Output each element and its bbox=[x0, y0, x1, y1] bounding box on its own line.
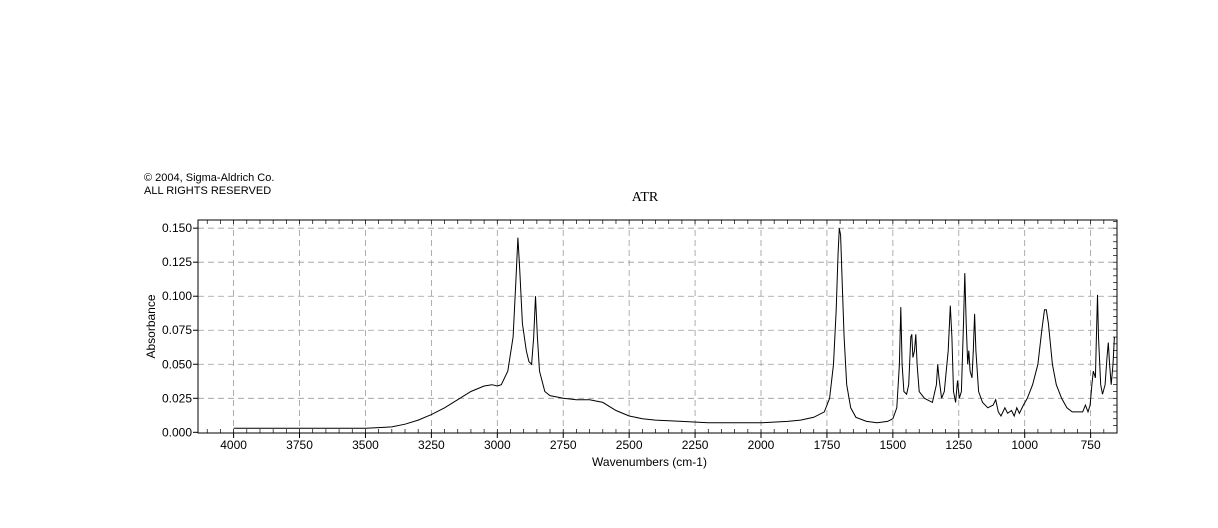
spectrum-line bbox=[233, 228, 1115, 429]
x-axis-label: Wavenumbers (cm-1) bbox=[592, 455, 707, 469]
minor-ticks bbox=[206, 220, 1117, 433]
copyright-notice: © 2004, Sigma-Aldrich Co. ALL RIGHTS RES… bbox=[144, 172, 274, 198]
y-tick-label: 0.025 bbox=[162, 391, 192, 405]
x-tick-label: 1000 bbox=[1011, 438, 1038, 452]
y-tick-label: 0.050 bbox=[162, 357, 192, 371]
y-tick-label: 0.150 bbox=[162, 221, 192, 235]
x-tick-label: 1250 bbox=[945, 438, 972, 452]
x-tick-label: 3000 bbox=[484, 438, 511, 452]
x-tick-label: 3500 bbox=[352, 438, 379, 452]
grid-layer bbox=[198, 220, 1117, 433]
x-axis: 4000 3750 3500 3250 3000 2750 2500 2250 2000 1750… bbox=[220, 433, 1101, 452]
x-tick-label: 3250 bbox=[418, 438, 445, 452]
x-tick-label: 4000 bbox=[220, 438, 247, 452]
y-tick-label: 0.125 bbox=[162, 255, 192, 269]
x-tick-label: 2750 bbox=[550, 438, 577, 452]
y-axis-label: Absorbance bbox=[144, 294, 158, 358]
x-tick-label: 1750 bbox=[814, 438, 841, 452]
x-tick-label: 3750 bbox=[286, 438, 313, 452]
x-tick-label: 2500 bbox=[616, 438, 643, 452]
y-axis: 0.000 0.025 0.050 0.075 0.100 0.125 0.150 bbox=[162, 221, 198, 439]
y-tick-label: 0.000 bbox=[162, 425, 192, 439]
x-tick-label: 1500 bbox=[880, 438, 907, 452]
y-tick-label: 0.075 bbox=[162, 323, 192, 337]
x-tick-label: 2250 bbox=[682, 438, 709, 452]
plot-frame bbox=[197, 219, 1118, 434]
rights-line: ALL RIGHTS RESERVED bbox=[144, 185, 272, 197]
x-tick-label: 2000 bbox=[748, 438, 775, 452]
chart-title: ATR bbox=[631, 190, 659, 205]
y-tick-label: 0.100 bbox=[162, 289, 192, 303]
x-tick-label: 750 bbox=[1081, 438, 1101, 452]
copyright-line: © 2004, Sigma-Aldrich Co. bbox=[144, 172, 275, 184]
